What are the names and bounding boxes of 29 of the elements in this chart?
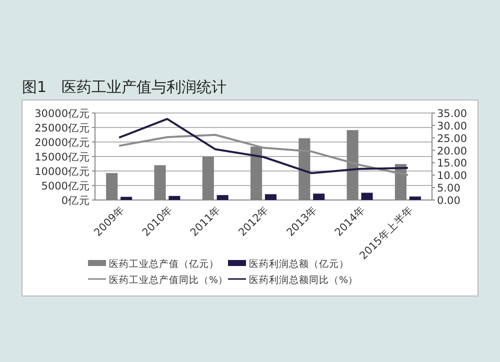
y-tick-label: 25000亿元 <box>34 122 90 134</box>
chart-title: 图1 医药工业产值与利润统计 <box>22 78 227 96</box>
legend-label: 医药工业总产值（亿元） <box>109 258 219 270</box>
legend-label: 医药利润总额（亿元） <box>249 258 349 270</box>
y-tick-label: 30000亿元 <box>34 108 90 120</box>
bar <box>409 196 421 200</box>
y2-tick-label: 15.00 <box>437 158 468 170</box>
y-tick-label: 20000亿元 <box>34 137 90 149</box>
y2-tick-label: 5.00 <box>437 182 460 195</box>
legend-label: 医药利润总额同比（%） <box>249 274 358 286</box>
y2-tick-label: 10.00 <box>437 170 468 182</box>
y-tick-label: 15000亿元 <box>34 152 90 164</box>
bar <box>264 194 276 200</box>
y2-tick-label: 35.00 <box>437 108 468 120</box>
bar <box>361 192 373 200</box>
legend-label: 医药工业总产值同比（%） <box>109 274 228 286</box>
bar <box>216 195 228 200</box>
y2-tick-label: 25.00 <box>437 132 468 145</box>
y-tick-label: 0亿元 <box>61 195 90 207</box>
y2-tick-label: 20.00 <box>437 145 468 158</box>
y2-tick-label: 0.00 <box>437 195 460 207</box>
bar <box>120 196 132 200</box>
line-series <box>118 134 409 176</box>
y-tick-label: 10000亿元 <box>34 166 90 178</box>
y2-tick-label: 30.00 <box>437 120 468 132</box>
bar <box>168 196 180 200</box>
line-series <box>118 118 409 174</box>
bar <box>313 194 325 200</box>
y-tick-label: 5000亿元 <box>41 180 90 192</box>
